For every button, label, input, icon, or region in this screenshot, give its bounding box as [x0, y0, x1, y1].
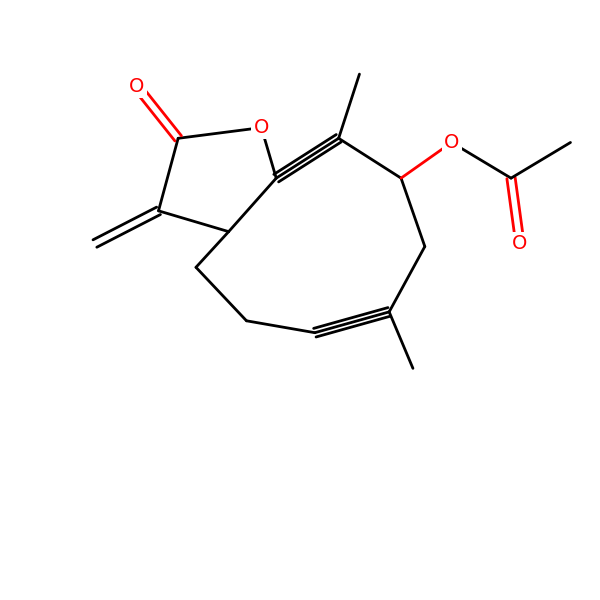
Text: O: O	[512, 234, 527, 253]
Text: O: O	[254, 118, 269, 137]
Text: O: O	[129, 77, 144, 95]
Text: O: O	[444, 133, 459, 152]
